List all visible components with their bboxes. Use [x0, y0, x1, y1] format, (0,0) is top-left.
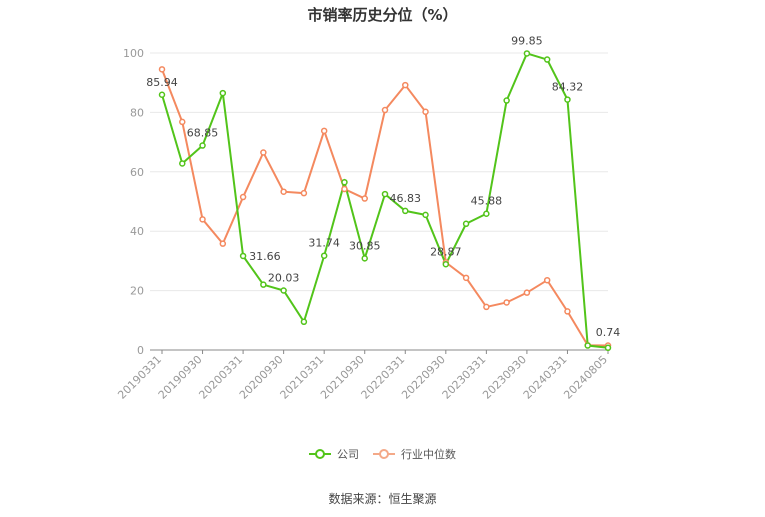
data-point-industry-median [341, 185, 348, 193]
data-point-industry-median [158, 66, 166, 73]
data-point-company [584, 342, 591, 349]
data-point-industry-median [300, 189, 308, 197]
chart-title: 市销率历史分位（%） [307, 6, 458, 24]
data-point-industry-median [199, 216, 206, 223]
data-label: 46.83 [390, 192, 422, 205]
data-point-company [543, 56, 551, 63]
legend-industry-marker [373, 449, 395, 459]
data-point-company [564, 96, 571, 103]
data-labels: 85.94 68.85 31.66 20.03 31.74 30.85 46.83 28.87… [146, 34, 620, 338]
data-point-company [604, 344, 612, 352]
data-point-industry-median [564, 308, 571, 315]
data-point-company [341, 178, 348, 186]
data-point-industry-median [280, 188, 287, 195]
y-axis: 0 20 40 60 80 100 [123, 47, 144, 357]
legend-item-company[interactable]: 公司 [309, 446, 359, 462]
series-lines [161, 52, 609, 349]
data-label: 85.94 [146, 76, 178, 89]
data-point-company [381, 190, 389, 198]
data-point-industry-median [361, 195, 368, 202]
data-point-industry-median [219, 240, 227, 247]
data-point-industry-median [523, 289, 531, 296]
data-point-company [442, 261, 450, 268]
data-point-company [422, 211, 429, 219]
x-tick-label: 20240805 [561, 353, 610, 402]
data-point-company [402, 207, 409, 215]
data-point-company [239, 252, 247, 260]
legend-company-marker [309, 449, 331, 459]
data-point-industry-median [503, 299, 510, 306]
data-point-industry-median [239, 193, 247, 201]
data-point-industry-median [483, 303, 490, 311]
legend-item-industry-median[interactable]: 行业中位数 [373, 446, 456, 462]
data-point-industry-median [260, 149, 267, 156]
series-line-company [161, 52, 609, 349]
data-point-company [260, 281, 267, 288]
y-tick-label: 0 [137, 344, 144, 357]
y-tick-label: 100 [123, 47, 144, 60]
data-label: 20.03 [268, 272, 300, 285]
data-label: 84.32 [552, 81, 584, 94]
data-label: 30.85 [349, 239, 381, 252]
y-tick-label: 20 [130, 285, 144, 298]
y-tick-label: 80 [130, 106, 144, 119]
data-point-industry-median [462, 274, 470, 282]
data-label: 99.85 [511, 34, 543, 47]
data-point-company [300, 318, 308, 326]
data-point-company [483, 210, 490, 217]
legend-label-industry-median: 行业中位数 [401, 448, 456, 461]
data-point-company [523, 50, 531, 57]
data-label: 31.74 [308, 237, 340, 250]
data-point-company [219, 89, 227, 97]
data-point-industry-median [402, 81, 409, 89]
legend: 公司 行业中位数 [0, 446, 765, 462]
data-point-industry-median [320, 127, 328, 135]
data-label: 28.87 [430, 245, 462, 258]
data-point-company [462, 220, 470, 228]
legend-label-company: 公司 [337, 448, 359, 461]
data-point-company [199, 142, 206, 149]
data-point-company [503, 97, 510, 104]
x-axis: 2019033120190930202003312020093020210331… [115, 350, 610, 402]
data-point-company [361, 255, 368, 262]
data-label: 68.85 [187, 127, 219, 140]
series-points [158, 50, 612, 352]
grid-lines [150, 52, 608, 351]
data-label: 45.88 [471, 195, 503, 208]
y-tick-label: 60 [130, 166, 144, 179]
data-point-company [320, 252, 328, 259]
data-source-note: 数据来源：恒生聚源 [328, 492, 437, 506]
data-label: 0.74 [596, 326, 621, 339]
data-point-industry-median [422, 108, 429, 116]
y-tick-label: 40 [130, 225, 144, 238]
data-point-industry-median [179, 118, 186, 126]
data-point-industry-median [381, 106, 389, 114]
data-point-industry-median [543, 276, 551, 284]
data-point-company [158, 91, 166, 99]
data-label: 31.66 [249, 250, 281, 263]
data-point-company [280, 287, 287, 294]
data-point-company [179, 160, 186, 167]
